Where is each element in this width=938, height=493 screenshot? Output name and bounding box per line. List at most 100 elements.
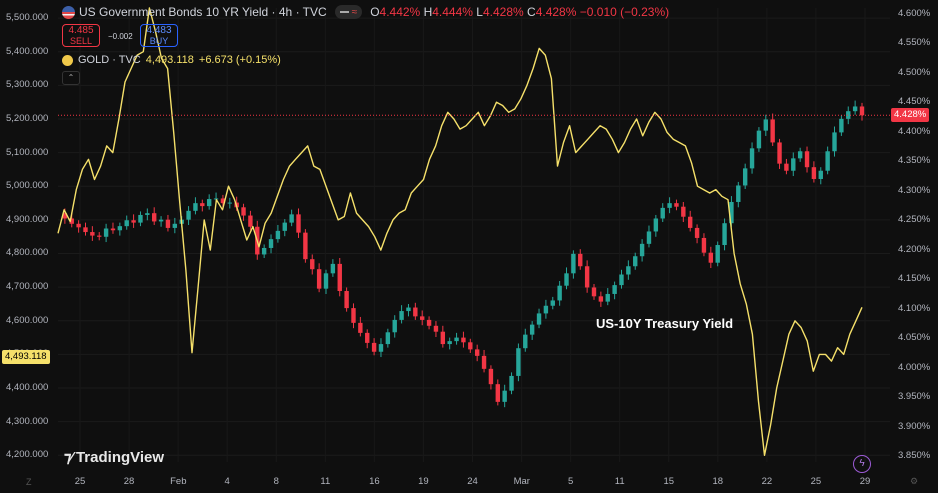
- candle-body: [227, 202, 232, 204]
- x-axis-tick-label: 25: [810, 476, 822, 487]
- candle-body: [571, 253, 576, 274]
- chart-header: US Government Bonds 10 YR Yield · 4h · T…: [62, 5, 669, 19]
- candle-body: [646, 231, 652, 244]
- buy-button[interactable]: 4.483 BUY: [140, 24, 178, 47]
- candle-body: [694, 227, 700, 238]
- candle-body: [722, 223, 727, 246]
- candle-body: [426, 319, 432, 326]
- line-style-icon: [339, 11, 349, 13]
- candle-body: [839, 118, 844, 133]
- candle-body: [681, 206, 686, 217]
- right-axis-tick-label: 4.050%: [898, 332, 931, 344]
- sell-button[interactable]: 4.485 SELL: [62, 24, 100, 47]
- candle-body: [83, 227, 88, 233]
- candle-body: [206, 199, 212, 207]
- candle-body: [536, 313, 542, 325]
- x-axis-tick-label: Feb: [170, 476, 187, 487]
- x-axis-tick-label: 29: [859, 476, 871, 487]
- candle-body: [282, 222, 287, 231]
- chart-annotation: US-10Y Treasury Yield: [596, 316, 734, 331]
- candle-body: [124, 220, 129, 227]
- candle-body: [358, 322, 363, 333]
- right-axis-tick-label: 4.200%: [898, 243, 931, 255]
- ohlc-readout: O4.442% H4.444% L4.428% C4.428% −0.010 (…: [370, 5, 670, 19]
- candle-body: [502, 390, 507, 402]
- x-axis-tick-label: 24: [467, 476, 478, 487]
- candle-body: [158, 219, 164, 222]
- candle-body: [351, 308, 356, 323]
- candle-body: [213, 198, 219, 200]
- candle-body: [110, 228, 116, 231]
- symbol-title[interactable]: US Government Bonds 10 YR Yield · 4h · T…: [79, 5, 327, 19]
- candle-body: [248, 215, 253, 227]
- candle-body: [832, 132, 837, 152]
- candle-body: [186, 210, 191, 220]
- candle-body: [708, 252, 714, 263]
- candle-body: [811, 167, 817, 179]
- candle-body: [523, 334, 528, 349]
- candle-body: [591, 287, 597, 297]
- brand-name: TradingView: [75, 448, 165, 466]
- x-axis-tick-label: 15: [663, 476, 675, 487]
- candle-body: [392, 319, 397, 333]
- candle-body: [152, 213, 157, 222]
- candle-body: [797, 151, 803, 159]
- candle-body: [316, 269, 322, 289]
- candle-body: [399, 311, 404, 320]
- change-readout: −0.010 (−0.23%): [579, 5, 670, 19]
- candle-body: [330, 263, 336, 274]
- candle-body: [667, 203, 672, 208]
- overlay-legend[interactable]: GOLD · TVC 4,493.118 +6.673 (+0.15%): [62, 54, 281, 66]
- candle-body: [165, 219, 171, 228]
- left-axis-tick-label: 4,200.000: [6, 449, 49, 461]
- candle-body: [289, 214, 294, 223]
- candle-body: [639, 243, 645, 257]
- us-flag-icon: [62, 5, 75, 19]
- candle-body: [310, 259, 315, 270]
- candle-body: [440, 331, 446, 345]
- left-axis-tick-label: 5,200.000: [6, 112, 49, 124]
- x-axis-tick-label: 8: [273, 476, 279, 487]
- candle-body: [660, 207, 665, 219]
- x-axis-tick-label: 5: [567, 476, 574, 487]
- candle-body: [529, 324, 535, 335]
- right-axis-tick-label: 4.250%: [898, 214, 931, 226]
- candle-body: [736, 185, 741, 202]
- candle-body: [62, 213, 68, 219]
- overlay-label: GOLD · TVC: [78, 54, 141, 66]
- x-axis-tick-label: Mar: [513, 476, 530, 487]
- x-axis-tick-label: 4: [224, 476, 230, 487]
- right-axis-tick-label: 4.300%: [898, 184, 931, 196]
- candle-body: [76, 223, 81, 228]
- candle-body: [791, 158, 796, 171]
- candle-body: [749, 148, 755, 169]
- candle-body: [756, 130, 762, 149]
- buy-label: BUY: [149, 36, 169, 46]
- x-axis-tick-label: 22: [761, 476, 773, 487]
- candle-body: [784, 163, 789, 171]
- candle-body: [447, 341, 452, 345]
- collapse-legend-button[interactable]: ⌃: [62, 71, 80, 85]
- candle-body: [454, 337, 459, 342]
- lightning-icon[interactable]: ϟ: [853, 455, 871, 473]
- candle-body: [674, 203, 679, 207]
- candle-body: [241, 207, 246, 216]
- buy-price: 4.483: [146, 25, 172, 36]
- right-axis-tick-label: 4.350%: [898, 155, 931, 167]
- last-yield-badge: 4.428%: [891, 108, 930, 123]
- indicator-toggle[interactable]: ≈: [334, 5, 363, 19]
- right-axis-tick-label: 3.850%: [898, 450, 931, 462]
- settings-gear-icon[interactable]: ⚙: [910, 476, 919, 486]
- candle-body: [261, 247, 267, 255]
- candle-body: [859, 106, 865, 116]
- candle-body: [468, 342, 473, 350]
- left-axis-tick-label: 4,300.000: [6, 415, 49, 427]
- candle-body: [605, 293, 610, 302]
- candle-body: [653, 218, 659, 232]
- tv-logo-icon: ⁊⁄: [64, 449, 73, 466]
- zoom-corner-button[interactable]: Z: [26, 477, 32, 487]
- candle-body: [337, 263, 342, 292]
- candle-body: [131, 220, 136, 223]
- candle-body: [626, 266, 631, 275]
